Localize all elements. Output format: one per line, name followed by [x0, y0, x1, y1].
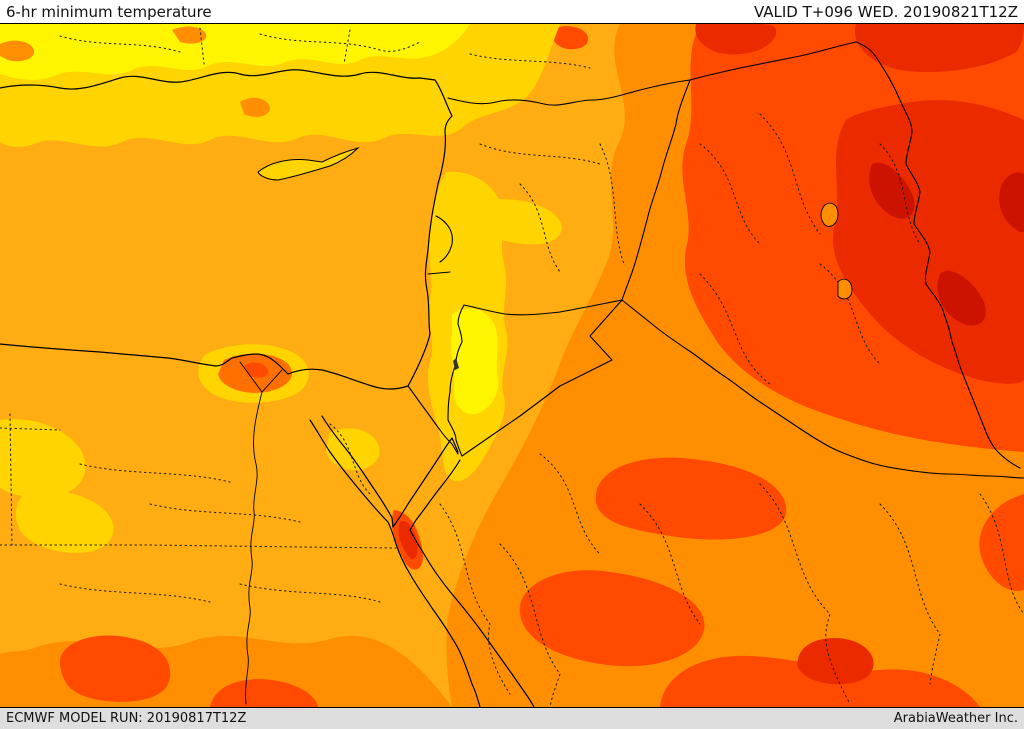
temp-blob: [854, 24, 1024, 72]
temp-region-yellow-bright: [0, 24, 499, 415]
temp-blob: [244, 362, 269, 378]
dotted-line: [479, 143, 601, 165]
temp-blob: [172, 26, 207, 44]
temp-blob: [552, 26, 589, 50]
cyprus-island: [257, 146, 360, 181]
dotted-line-egypt-sudan: [0, 544, 397, 549]
lake-tharthar: [820, 202, 839, 227]
lakes: [453, 202, 853, 370]
temp-overlay-delta-hot-dot: [244, 362, 269, 378]
dotted-line: [0, 427, 61, 431]
temp-blob: [695, 24, 777, 55]
nile-river: [245, 391, 263, 705]
border-israel-jordan: [447, 304, 465, 457]
border-jordan-saudi: [461, 299, 623, 457]
dotted-line: [439, 503, 511, 695]
dotted-line: [699, 273, 771, 385]
temp-blob: [0, 419, 86, 498]
border-syria-jordan: [463, 304, 561, 316]
dotted-line: [469, 53, 591, 69]
header-bar: 6-hr minimum temperature VALID T+096 WED…: [0, 0, 1024, 24]
dotted-line: [499, 543, 561, 707]
rivers: [239, 361, 283, 705]
temp-blob: [210, 679, 318, 707]
temp-blob: [470, 199, 562, 245]
footer-bar: ECMWF MODEL RUN: 20190817T12Z ArabiaWeat…: [0, 707, 1024, 729]
temp-blob: [326, 428, 380, 470]
temp-blob: [240, 97, 270, 117]
dotted-line: [199, 27, 205, 65]
temp-blob: [0, 40, 35, 62]
coastline-red-sea-east: [409, 459, 535, 707]
dotted-line: [819, 263, 881, 365]
coastline-mediterranean: [0, 69, 453, 390]
country-borders: [407, 41, 1024, 479]
dead-sea: [453, 358, 459, 370]
temp-blob: [999, 172, 1024, 232]
dotted-line: [639, 503, 701, 625]
temp-blob: [15, 490, 114, 553]
coastline-cyprus: [257, 146, 360, 181]
coastline-sinai: [321, 415, 459, 528]
valid-time-label: VALID T+096 WED. 20190821T12Z: [753, 2, 1018, 21]
border-golan: [427, 271, 451, 275]
border-turkey-syria: [447, 41, 857, 106]
dotted-line: [79, 463, 231, 483]
temp-blob: [595, 457, 787, 540]
temp-blob: [0, 24, 470, 80]
dotted-line: [239, 583, 381, 603]
temp-blob: [519, 570, 705, 667]
map-container: [0, 24, 1024, 707]
dotted-line: [343, 29, 351, 65]
dotted-line: [59, 35, 181, 53]
temperature-map: [0, 24, 1024, 707]
dotted-line: [759, 483, 851, 705]
temp-overlay-orange-spots: [0, 26, 270, 117]
dotted-line: [699, 143, 761, 245]
border-lebanon: [435, 215, 453, 263]
dotted-line: [149, 503, 301, 523]
dotted-line: [879, 503, 941, 685]
border-syria-iraq: [621, 79, 691, 301]
border-iraq-saudi: [621, 299, 1024, 479]
temp-blob: [59, 635, 171, 702]
dotted-line: [519, 183, 561, 273]
nile-delta-branch-east: [261, 369, 283, 393]
dotted-line: [979, 493, 1024, 615]
temp-blob: [979, 494, 1024, 591]
temp-blob: [937, 270, 986, 326]
dotted-line: [59, 583, 211, 603]
border-turkey-iraq-iran: [855, 41, 1021, 469]
temp-blob: [450, 308, 499, 415]
temp-blob: [398, 520, 418, 559]
dotted-line: [259, 33, 421, 52]
dotted-line-egypt-libya: [9, 413, 13, 546]
border-jordan-iraq: [559, 299, 623, 313]
coastlines: [0, 69, 535, 707]
product-title: 6-hr minimum temperature: [6, 2, 212, 21]
temp-blob: [797, 638, 874, 685]
model-run-label: ECMWF MODEL RUN: 20190817T12Z: [6, 711, 247, 726]
brand-label: ArabiaWeather Inc.: [893, 711, 1018, 726]
border-israel-egypt: [407, 385, 459, 455]
dotted-line: [879, 143, 921, 245]
temp-blob: [308, 33, 353, 56]
admin-boundaries-dotted: [0, 27, 1024, 707]
lake-razzaza: [837, 278, 853, 300]
nile-delta-branch-west: [239, 361, 263, 393]
coastline-gulf-of-suez-west: [309, 419, 481, 707]
temp-blob: [869, 162, 915, 219]
temp-region-red-dark: [869, 162, 1024, 326]
dotted-line: [759, 113, 821, 235]
dotted-line: [539, 453, 601, 555]
